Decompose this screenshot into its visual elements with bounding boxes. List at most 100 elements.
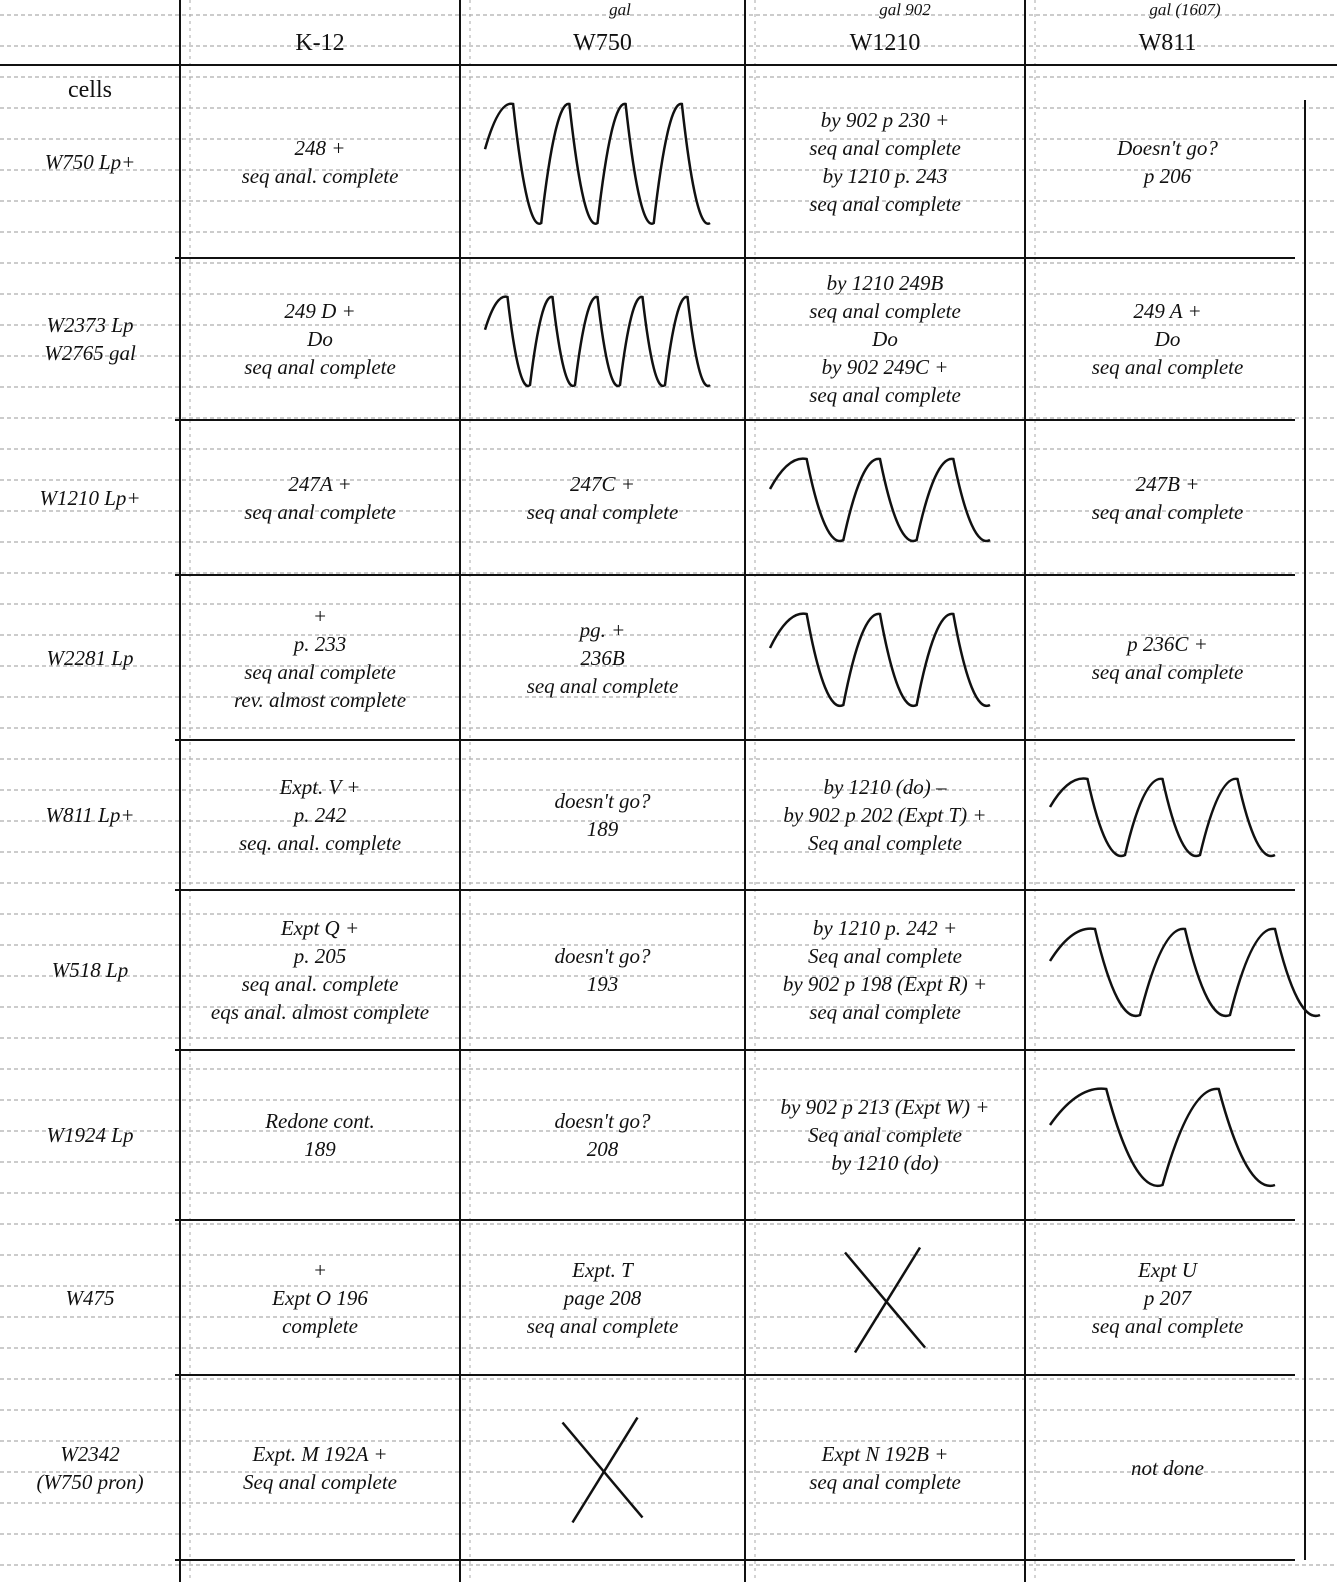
row-label-line: W1210 Lp+: [39, 484, 140, 512]
row-label: W1210 Lp+: [0, 420, 180, 575]
column-header: W1210: [745, 22, 1025, 64]
row-label-line: (W750 pron): [36, 1468, 143, 1496]
row-label: W750 Lp+: [0, 65, 180, 258]
cell-line: 249 D +: [284, 297, 355, 325]
note-text: gal (1607): [1125, 0, 1245, 20]
cell-line: p 236C +: [1127, 630, 1208, 658]
sketch-curve: [485, 104, 710, 224]
row-label: W475: [0, 1220, 180, 1375]
table-cell: by 1210 (do) –by 902 p 202 (Expt T) +Seq…: [745, 740, 1025, 890]
row-label: W1924 Lp: [0, 1050, 180, 1220]
cell-line: Expt U: [1138, 1256, 1197, 1284]
table-cell: Expt. Tpage 208seq anal complete: [460, 1220, 745, 1375]
cell-line: 208: [587, 1135, 619, 1163]
row-label-line: W750 Lp+: [45, 148, 136, 176]
cell-line: Expt Q +: [281, 914, 359, 942]
table-cell: 247C +seq anal complete: [460, 420, 745, 575]
cell-line: +: [313, 602, 327, 630]
cell-line: Seq anal complete: [243, 1468, 397, 1496]
cell-line: seq anal complete: [1092, 498, 1244, 526]
cell-line: seq anal complete: [809, 998, 961, 1026]
row-label-line: W1924 Lp: [47, 1121, 134, 1149]
cell-line: seq anal complete: [244, 353, 396, 381]
column-header: W811: [1025, 22, 1310, 64]
sketch-curve: [770, 459, 990, 541]
cell-line: seq anal complete: [527, 498, 679, 526]
table-cell: doesn't go?208: [460, 1050, 745, 1220]
cell-line: 248 +: [295, 134, 346, 162]
cell-line: page 208: [564, 1284, 642, 1312]
cross-mark: [855, 1248, 920, 1353]
cell-line: seq anal complete: [1092, 658, 1244, 686]
cell-line: seq anal complete: [809, 381, 961, 409]
cell-line: by 1210 (do) –: [823, 773, 946, 801]
cell-line: rev. almost complete: [234, 686, 406, 714]
table-cell: 248 +seq anal. complete: [180, 65, 460, 258]
row-label: W2281 Lp: [0, 575, 180, 740]
table-cell: 247A +seq anal complete: [180, 420, 460, 575]
row-label-line: W811 Lp+: [45, 801, 134, 829]
cell-line: Seq anal complete: [808, 942, 962, 970]
cell-line: by 1210 p. 242 +: [813, 914, 957, 942]
cell-line: seq anal complete: [809, 1468, 961, 1496]
row-label-line: W2281 Lp: [47, 644, 134, 672]
row-label-line: W2373 Lp: [47, 311, 134, 339]
cell-line: by 902 p 230 +: [821, 106, 950, 134]
cell-line: p 206: [1144, 162, 1191, 190]
cross-mark: [845, 1253, 925, 1348]
cell-line: 247C +: [570, 470, 635, 498]
cell-line: Do: [1155, 325, 1181, 353]
cross-mark: [573, 1418, 638, 1523]
cell-line: seq anal. complete: [242, 970, 399, 998]
cell-line: seq. anal. complete: [239, 829, 401, 857]
cell-line: by 1210 249B: [827, 269, 944, 297]
notebook-page: cellsK-12W750galW1210gal 902W811gal (160…: [0, 0, 1337, 1582]
cell-line: by 902 p 213 (Expt W) +: [781, 1093, 990, 1121]
cell-line: 189: [304, 1135, 336, 1163]
column-label: W1210: [850, 29, 921, 57]
column-label: K-12: [295, 29, 344, 57]
cell-line: Expt O 196: [272, 1284, 368, 1312]
cell-line: doesn't go?: [554, 942, 650, 970]
column-note: gal: [560, 0, 680, 20]
table-cell: doesn't go?193: [460, 890, 745, 1050]
row-label: W518 Lp: [0, 890, 180, 1050]
cell-line: Expt. M 192A +: [252, 1440, 387, 1468]
row-label-line: W475: [66, 1284, 115, 1312]
cell-line: 247A +: [288, 470, 351, 498]
column-label: W750: [573, 29, 632, 57]
column-label: W811: [1139, 29, 1197, 57]
note-text: gal: [560, 0, 680, 20]
cell-line: p. 242: [294, 801, 347, 829]
cell-line: 193: [587, 970, 619, 998]
column-header: W750: [460, 22, 745, 64]
cell-line: by 1210 (do): [831, 1149, 938, 1177]
row-label-line: W2342: [60, 1440, 120, 1468]
cell-line: p 207: [1144, 1284, 1191, 1312]
cell-line: by 902 249C +: [822, 353, 949, 381]
cell-line: not done: [1131, 1454, 1204, 1482]
table-cell: not done: [1025, 1375, 1310, 1560]
cell-line: seq anal complete: [1092, 353, 1244, 381]
table-cell: Redone cont.189: [180, 1050, 460, 1220]
cell-line: p. 233: [294, 630, 347, 658]
column-note: gal 902: [845, 0, 965, 20]
row-label: W2342(W750 pron): [0, 1375, 180, 1560]
cell-line: Expt. T: [572, 1256, 633, 1284]
cell-line: doesn't go?: [554, 787, 650, 815]
table-cell: by 902 p 213 (Expt W) +Seq anal complete…: [745, 1050, 1025, 1220]
cell-line: Seq anal complete: [808, 829, 962, 857]
cell-line: Do: [872, 325, 898, 353]
row-label-line: W518 Lp: [52, 956, 128, 984]
cell-line: doesn't go?: [554, 1107, 650, 1135]
cell-line: seq anal complete: [809, 134, 961, 162]
row-label: W811 Lp+: [0, 740, 180, 890]
cell-line: Seq anal complete: [808, 1121, 962, 1149]
cell-line: Do: [307, 325, 333, 353]
